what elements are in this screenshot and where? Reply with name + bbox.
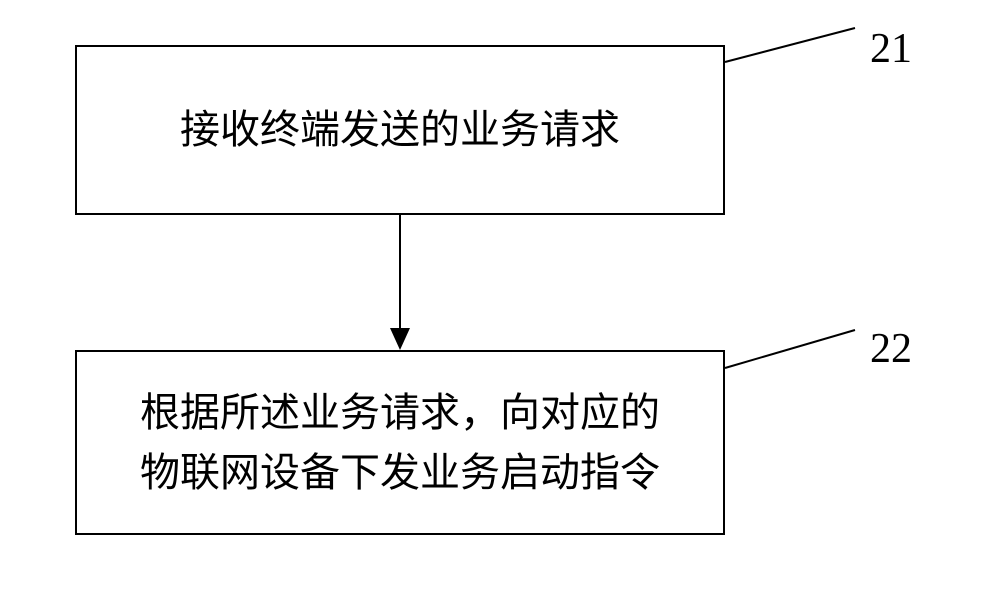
leader-line-2 (0, 0, 1000, 608)
label-22: 22 (870, 325, 912, 373)
